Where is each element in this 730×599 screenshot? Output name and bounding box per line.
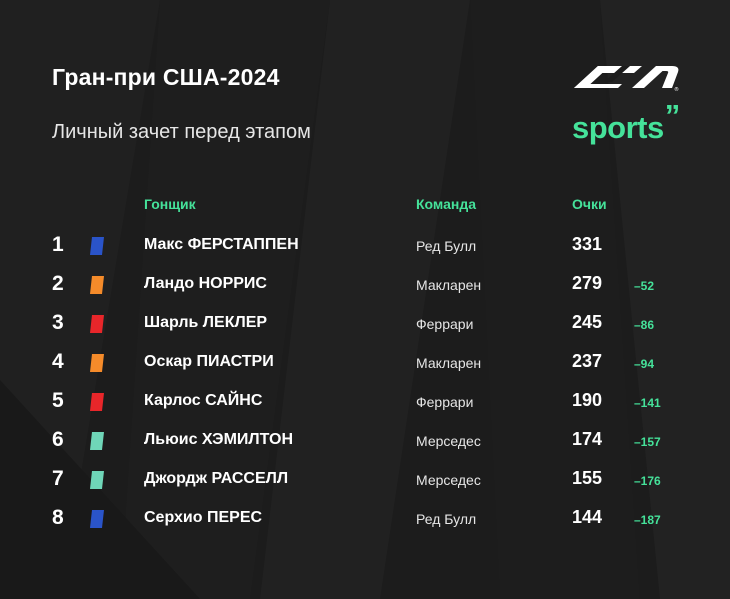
driver-name: Оскар ПИАСТРИ <box>144 353 274 370</box>
points-gap: –157 <box>634 435 661 449</box>
table-row: 7 Джордж РАССЕЛЛ Мерседес 155 –176 <box>0 467 730 506</box>
position-number: 6 <box>52 428 64 451</box>
points-value: 245 <box>572 312 603 332</box>
team-name: Макларен <box>416 277 482 293</box>
points-value: 174 <box>572 429 603 449</box>
team-name: Ред Булл <box>416 511 477 527</box>
position-number: 4 <box>52 350 64 373</box>
team-name: Мерседес <box>416 472 481 488</box>
team-color-flag-icon <box>90 510 104 528</box>
column-header-driver: Гонщик <box>144 196 196 212</box>
team-name: Макларен <box>416 355 482 371</box>
f1-logo-icon: ® <box>574 66 679 92</box>
team-color-flag-icon <box>90 471 104 489</box>
driver-name: Серхио ПЕРЕС <box>144 509 263 526</box>
team-color-flag-icon <box>90 393 104 411</box>
team-color-flag-icon <box>90 354 104 372</box>
page-subtitle: Личный зачет перед этапом <box>52 121 311 143</box>
points-value: 144 <box>572 507 603 527</box>
page-title: Гран-при США-2024 <box>52 64 280 90</box>
position-number: 5 <box>52 389 64 412</box>
driver-name: Ландо НОРРИС <box>144 275 267 292</box>
team-color-flag-icon <box>90 276 104 294</box>
points-gap: –94 <box>634 357 655 371</box>
points-gap: –187 <box>634 513 661 527</box>
team-name: Феррари <box>416 394 474 410</box>
driver-name: Джордж РАССЕЛЛ <box>144 470 289 487</box>
position-number: 8 <box>52 506 64 529</box>
table-row: 4 Оскар ПИАСТРИ Макларен 237 –94 <box>0 350 730 389</box>
points-value: 279 <box>572 273 603 293</box>
team-color-flag-icon <box>90 432 104 450</box>
table-row: 1 Макс ФЕРСТАППЕН Ред Булл 331 <box>0 233 730 272</box>
position-number: 3 <box>52 311 64 334</box>
sports-logo: sports” <box>572 98 680 146</box>
points-gap: –176 <box>634 474 661 488</box>
driver-name: Макс ФЕРСТАППЕН <box>144 236 299 253</box>
column-header-team: Команда <box>416 196 476 212</box>
svg-text:®: ® <box>674 86 679 92</box>
driver-name: Карлос САЙНС <box>144 392 263 409</box>
position-number: 7 <box>52 467 64 490</box>
points-gap: –141 <box>634 396 661 410</box>
table-row: 6 Льюис ХЭМИЛТОН Мерседес 174 –157 <box>0 428 730 467</box>
team-name: Ред Булл <box>416 238 477 254</box>
points-value: 237 <box>572 351 603 371</box>
team-name: Мерседес <box>416 433 481 449</box>
table-row: 8 Серхио ПЕРЕС Ред Булл 144 –187 <box>0 506 730 545</box>
table-row: 5 Карлос САЙНС Феррари 190 –141 <box>0 389 730 428</box>
team-color-flag-icon <box>90 237 104 255</box>
sports-logo-mark: ” <box>664 98 681 133</box>
team-name: Феррари <box>416 316 474 332</box>
points-gap: –52 <box>634 279 655 293</box>
sports-logo-text: sports <box>572 110 664 145</box>
table-row: 3 Шарль ЛЕКЛЕР Феррари 245 –86 <box>0 311 730 350</box>
position-number: 2 <box>52 272 64 295</box>
driver-name: Льюис ХЭМИЛТОН <box>144 431 293 448</box>
table-row: 2 Ландо НОРРИС Макларен 279 –52 <box>0 272 730 311</box>
driver-name: Шарль ЛЕКЛЕР <box>144 314 268 331</box>
column-header-points: Очки <box>572 196 607 212</box>
points-gap: –86 <box>634 318 655 332</box>
team-color-flag-icon <box>90 315 104 333</box>
points-value: 190 <box>572 390 603 410</box>
points-value: 155 <box>572 468 603 488</box>
position-number: 1 <box>52 233 64 256</box>
points-value: 331 <box>572 234 603 254</box>
